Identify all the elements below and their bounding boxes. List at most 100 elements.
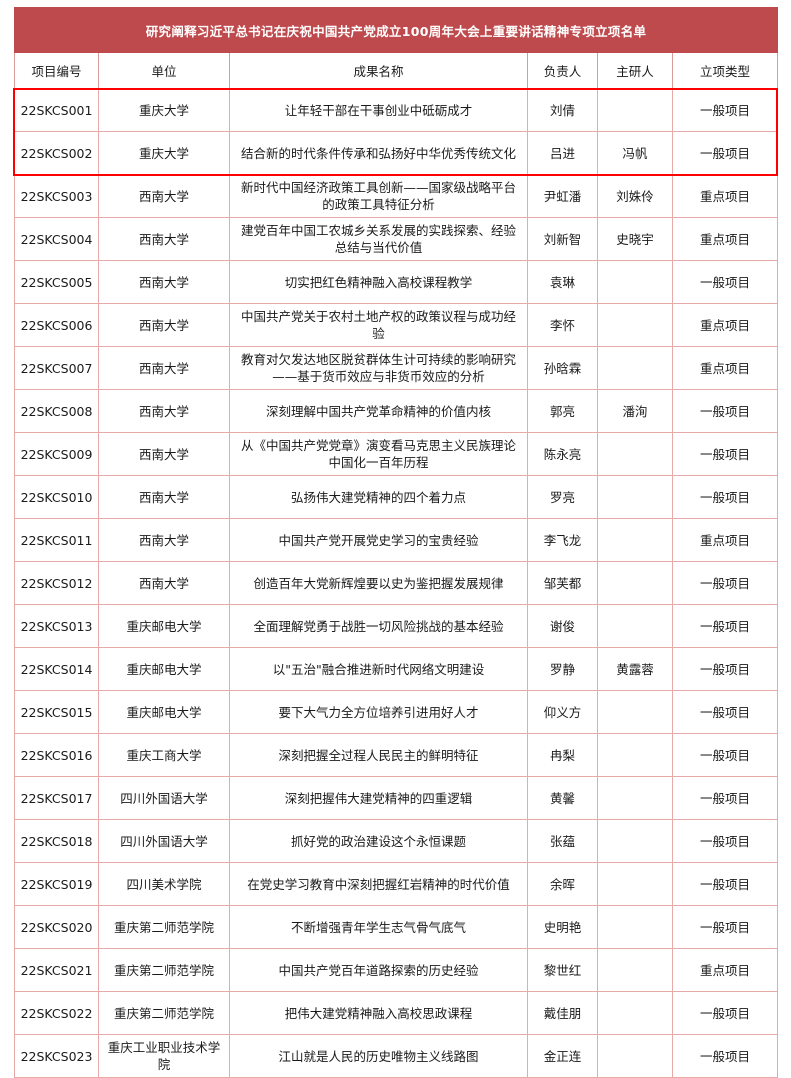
cell-co (597, 776, 673, 820)
cell-title: 在党史学习教育中深刻把握红岩精神的时代价值 (229, 862, 528, 906)
cell-lead: 余晖 (527, 862, 598, 906)
column-header-title: 成果名称 (229, 52, 528, 89)
cell-code: 22SKCS020 (14, 905, 99, 949)
cell-lead: 黎世红 (527, 948, 598, 992)
table-row: 22SKCS021 重庆第二师范学院 中国共产党百年道路探索的历史经验 黎世红 重点项目 (14, 948, 779, 992)
cell-co (597, 475, 673, 519)
cell-unit: 西南大学 (98, 389, 230, 433)
cell-co (597, 991, 673, 1035)
cell-code: 22SKCS012 (14, 561, 99, 605)
cell-code: 22SKCS010 (14, 475, 99, 519)
cell-title: 从《中国共产党党章》演变看马克思主义民族理论中国化一百年历程 (229, 432, 528, 476)
cell-unit: 重庆第二师范学院 (98, 948, 230, 992)
cell-unit: 西南大学 (98, 303, 230, 347)
column-header-unit: 单位 (98, 52, 230, 89)
cell-code: 22SKCS006 (14, 303, 99, 347)
cell-title: 中国共产党关于农村土地产权的政策议程与成功经验 (229, 303, 528, 347)
column-header-type: 立项类型 (671, 52, 779, 89)
cell-lead: 尹虹潘 (527, 174, 598, 218)
cell-type: 一般项目 (671, 260, 779, 304)
cell-lead: 孙晗霖 (527, 346, 598, 390)
cell-type: 一般项目 (671, 432, 779, 476)
cell-lead: 郭亮 (527, 389, 598, 433)
cell-type: 一般项目 (671, 776, 779, 820)
cell-lead: 张蕴 (527, 819, 598, 863)
cell-code: 22SKCS021 (14, 948, 99, 992)
cell-type: 一般项目 (671, 475, 779, 519)
cell-title: 中国共产党开展党史学习的宝贵经验 (229, 518, 528, 562)
cell-title: 弘扬伟大建党精神的四个着力点 (229, 475, 528, 519)
table-title-banner: 研究阐释习近平总书记在庆祝中国共产党成立100周年大会上重要讲话精神专项立项名单 (13, 7, 779, 53)
cell-lead: 李飞龙 (527, 518, 598, 562)
cell-type: 重点项目 (671, 217, 779, 261)
cell-title: 抓好党的政治建设这个永恒课题 (229, 819, 528, 863)
cell-lead: 刘倩 (527, 88, 598, 132)
column-header-code: 项目编号 (14, 52, 99, 89)
column-header-co: 主研人 (597, 52, 673, 89)
cell-lead: 罗静 (527, 647, 598, 691)
table-row: 22SKCS018 四川外国语大学 抓好党的政治建设这个永恒课题 张蕴 一般项目 (14, 819, 779, 863)
cell-co (597, 518, 673, 562)
table-row: 22SKCS020 重庆第二师范学院 不断增强青年学生志气骨气底气 史明艳 一般项目 (14, 905, 779, 949)
cell-lead: 李怀 (527, 303, 598, 347)
table-header-row: 项目编号 单位 成果名称 负责人 主研人 立项类型 (14, 52, 779, 89)
cell-lead: 谢俊 (527, 604, 598, 648)
cell-type: 一般项目 (671, 905, 779, 949)
cell-code: 22SKCS013 (14, 604, 99, 648)
table-row: 22SKCS012 西南大学 创造百年大党新辉煌要以史为鉴把握发展规律 邹芙都 一般项目 (14, 561, 779, 605)
cell-co (597, 862, 673, 906)
cell-unit: 重庆大学 (98, 131, 230, 175)
cell-unit: 西南大学 (98, 518, 230, 562)
table-row: 22SKCS023 重庆工业职业技术学院 江山就是人民的历史唯物主义线路图 金正连 一般… (14, 1034, 779, 1078)
cell-type: 一般项目 (671, 690, 779, 734)
cell-type: 一般项目 (671, 604, 779, 648)
cell-lead: 戴佳朋 (527, 991, 598, 1035)
table-row: 22SKCS017 四川外国语大学 深刻把握伟大建党精神的四重逻辑 黄馨 一般项目 (14, 776, 779, 820)
cell-code: 22SKCS022 (14, 991, 99, 1035)
cell-type: 一般项目 (671, 862, 779, 906)
cell-unit: 重庆第二师范学院 (98, 905, 230, 949)
table-row: 22SKCS002 重庆大学 结合新的时代条件传承和弘扬好中华优秀传统文化 吕进 冯帆一… (14, 131, 779, 175)
table-row: 22SKCS019 四川美术学院 在党史学习教育中深刻把握红岩精神的时代价值 余晖 一般… (14, 862, 779, 906)
cell-code: 22SKCS008 (14, 389, 99, 433)
cell-code: 22SKCS004 (14, 217, 99, 261)
cell-unit: 重庆工商大学 (98, 733, 230, 777)
cell-unit: 西南大学 (98, 432, 230, 476)
cell-unit: 重庆工业职业技术学院 (98, 1034, 230, 1078)
cell-co (597, 819, 673, 863)
cell-unit: 重庆第二师范学院 (98, 991, 230, 1035)
cell-title: 创造百年大党新辉煌要以史为鉴把握发展规律 (229, 561, 528, 605)
cell-code: 22SKCS015 (14, 690, 99, 734)
table-row: 22SKCS006 西南大学 中国共产党关于农村土地产权的政策议程与成功经验 李怀 重点… (14, 303, 779, 347)
cell-title: 让年轻干部在干事创业中砥砺成才 (229, 88, 528, 132)
cell-type: 一般项目 (671, 88, 779, 132)
cell-type: 重点项目 (671, 948, 779, 992)
cell-co (597, 561, 673, 605)
cell-type: 重点项目 (671, 346, 779, 390)
cell-title: 深刻理解中国共产党革命精神的价值内核 (229, 389, 528, 433)
cell-lead: 仰义方 (527, 690, 598, 734)
cell-code: 22SKCS023 (14, 1034, 99, 1078)
cell-co (597, 303, 673, 347)
cell-unit: 西南大学 (98, 346, 230, 390)
cell-type: 重点项目 (671, 174, 779, 218)
cell-code: 22SKCS001 (14, 88, 99, 132)
cell-lead: 刘新智 (527, 217, 598, 261)
cell-lead: 冉梨 (527, 733, 598, 777)
cell-code: 22SKCS009 (14, 432, 99, 476)
cell-unit: 四川外国语大学 (98, 819, 230, 863)
cell-title: 结合新的时代条件传承和弘扬好中华优秀传统文化 (229, 131, 528, 175)
cell-code: 22SKCS014 (14, 647, 99, 691)
cell-co (597, 733, 673, 777)
project-listing-container: 研究阐释习近平总书记在庆祝中国共产党成立100周年大会上重要讲话精神专项立项名单… (13, 7, 779, 1078)
cell-code: 22SKCS002 (14, 131, 99, 175)
cell-type: 重点项目 (671, 518, 779, 562)
cell-co: 刘姝伶 (597, 174, 673, 218)
cell-co (597, 346, 673, 390)
cell-co: 潘洵 (597, 389, 673, 433)
cell-title: 全面理解党勇于战胜一切风险挑战的基本经验 (229, 604, 528, 648)
table-row: 22SKCS016 重庆工商大学 深刻把握全过程人民民主的鲜明特征 冉梨 一般项目 (14, 733, 779, 777)
cell-co (597, 432, 673, 476)
table-row: 22SKCS013 重庆邮电大学 全面理解党勇于战胜一切风险挑战的基本经验 谢俊 一般项… (14, 604, 779, 648)
cell-unit: 重庆邮电大学 (98, 604, 230, 648)
